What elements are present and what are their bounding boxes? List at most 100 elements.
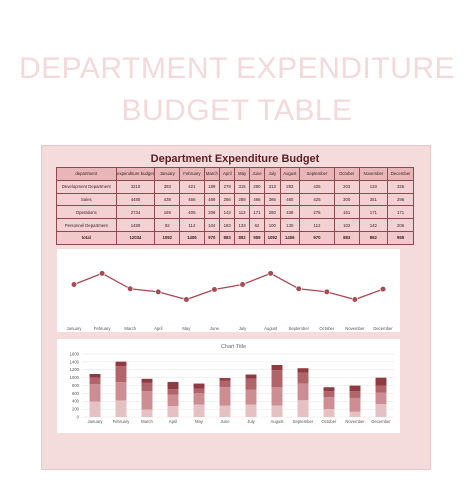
x-tick-label: September [293,419,314,424]
table-cell[interactable]: 151 [333,205,360,220]
table-cell[interactable]: 315 [234,179,250,194]
x-tick-label: May [182,326,191,331]
table-cell[interactable]: 143 [219,205,236,220]
table-cell[interactable]: 280 [264,205,281,220]
table-cell[interactable]: 466 [179,192,205,207]
x-tick-label: August [270,419,284,424]
total-cell[interactable]: total [56,230,117,245]
total-cell[interactable]: 959 [387,230,414,245]
line-point [183,296,190,303]
total-cell[interactable]: 1406 [279,230,301,245]
table-cell[interactable]: 421 [179,179,205,194]
table-cell[interactable]: 4480 [115,192,156,207]
table-cell[interactable]: 300 [333,192,360,207]
bar-segment [167,406,179,417]
total-cell[interactable]: 970 [203,230,221,245]
x-tick-label: September [288,326,309,331]
total-cell[interactable]: 1092 [264,230,281,245]
table-cell[interactable]: 206 [387,218,414,232]
table-cell[interactable]: 469 [203,192,221,207]
table-cell[interactable]: 278 [219,179,236,194]
table-cell[interactable]: 466 [248,192,266,207]
table-cell[interactable]: 169 [154,205,181,220]
table-cell[interactable]: 286 [219,192,236,207]
table-cell[interactable]: 92 [154,218,181,232]
table-cell[interactable]: 171 [248,205,266,220]
table-cell[interactable]: 142 [358,218,389,232]
table-cell[interactable]: 208 [203,205,221,220]
line-point [323,288,330,295]
total-cell[interactable]: 1092 [154,230,181,245]
table-cell[interactable]: 2734 [115,205,156,220]
total-cell[interactable]: 959 [248,230,266,245]
table-cell[interactable]: 405 [179,205,205,220]
table-cell[interactable]: 438 [279,205,301,220]
bar-segment [297,400,309,417]
table-cell[interactable]: 183 [219,218,236,232]
total-row: total 12034 1092 1406 970 883 892 959 1092 1406 97… [56,230,414,245]
total-cell[interactable]: 970 [299,230,335,245]
table-cell[interactable]: 296 [387,192,414,207]
y-tick-label: 600 [72,391,80,396]
table-cell[interactable]: 326 [387,179,414,194]
table-row: Sales 4480 438 466 469 286 288 466 386 460 426 300 3… [56,192,414,207]
table-cell[interactable]: 3210 [115,179,156,194]
total-cell[interactable]: 892 [234,230,250,245]
bar-segment [349,391,361,398]
table-cell[interactable]: 171 [358,205,389,220]
table-cell[interactable]: 133 [234,218,250,232]
table-cell[interactable]: 100 [264,218,281,232]
table-cell[interactable]: 288 [234,192,250,207]
table-cell[interactable]: 275 [299,205,335,220]
x-tick-label: November [345,326,365,331]
table-cell[interactable]: 62 [248,218,266,232]
line-point [127,285,134,292]
table-cell[interactable]: 189 [203,179,221,194]
table-cell[interactable]: 293 [279,179,301,194]
y-tick-label: 1600 [70,351,80,356]
bar-segment [219,378,231,381]
bar-segment [141,409,153,417]
total-cell[interactable]: 883 [333,230,360,245]
y-tick-label: 800 [72,383,80,388]
table-cell[interactable]: 133 [358,179,389,194]
table-cell[interactable]: 460 [279,192,301,207]
y-tick-label: 1400 [70,359,80,364]
table-cell[interactable]: 386 [264,192,281,207]
table-cell[interactable]: 426 [299,179,335,194]
table-cell[interactable]: 351 [358,192,389,207]
table-cell[interactable]: 290 [248,179,266,194]
table-cell[interactable]: 112 [299,218,335,232]
x-tick-label: November [345,419,365,424]
bar-segment [141,378,153,383]
y-tick-label: 1200 [70,367,80,372]
total-cell[interactable]: 1406 [179,230,205,245]
bar-segment [375,377,387,386]
x-tick-label: February [94,326,112,331]
table-cell[interactable]: 102 [333,218,360,232]
table-cell[interactable]: 438 [154,192,181,207]
total-cell[interactable]: 892 [358,230,389,245]
table-cell[interactable]: 393 [154,179,181,194]
column-header: department [56,167,117,181]
table-cell[interactable]: Operations [56,205,117,220]
table-cell[interactable]: 1480 [115,218,156,232]
total-cell[interactable]: 883 [219,230,236,245]
table-cell[interactable]: 426 [299,192,335,207]
column-header: January [154,167,181,181]
table-cell[interactable]: Sales [56,192,117,207]
table-cell[interactable]: 203 [333,179,360,194]
line-series [73,272,384,301]
table-cell[interactable]: 113 [234,205,250,220]
table-cell[interactable]: Personnel Department [56,218,117,232]
bar-segment [323,387,335,392]
total-cell[interactable]: 12034 [115,230,156,245]
bar-segment [297,372,309,384]
table-cell[interactable]: 104 [203,218,221,232]
table-cell[interactable]: 171 [387,205,414,220]
table-cell[interactable]: Development Department [56,179,117,194]
table-cell[interactable]: 114 [179,218,205,232]
table-cell[interactable]: 313 [264,179,281,194]
y-tick-label: 1000 [70,375,80,380]
table-cell[interactable]: 130 [279,218,301,232]
